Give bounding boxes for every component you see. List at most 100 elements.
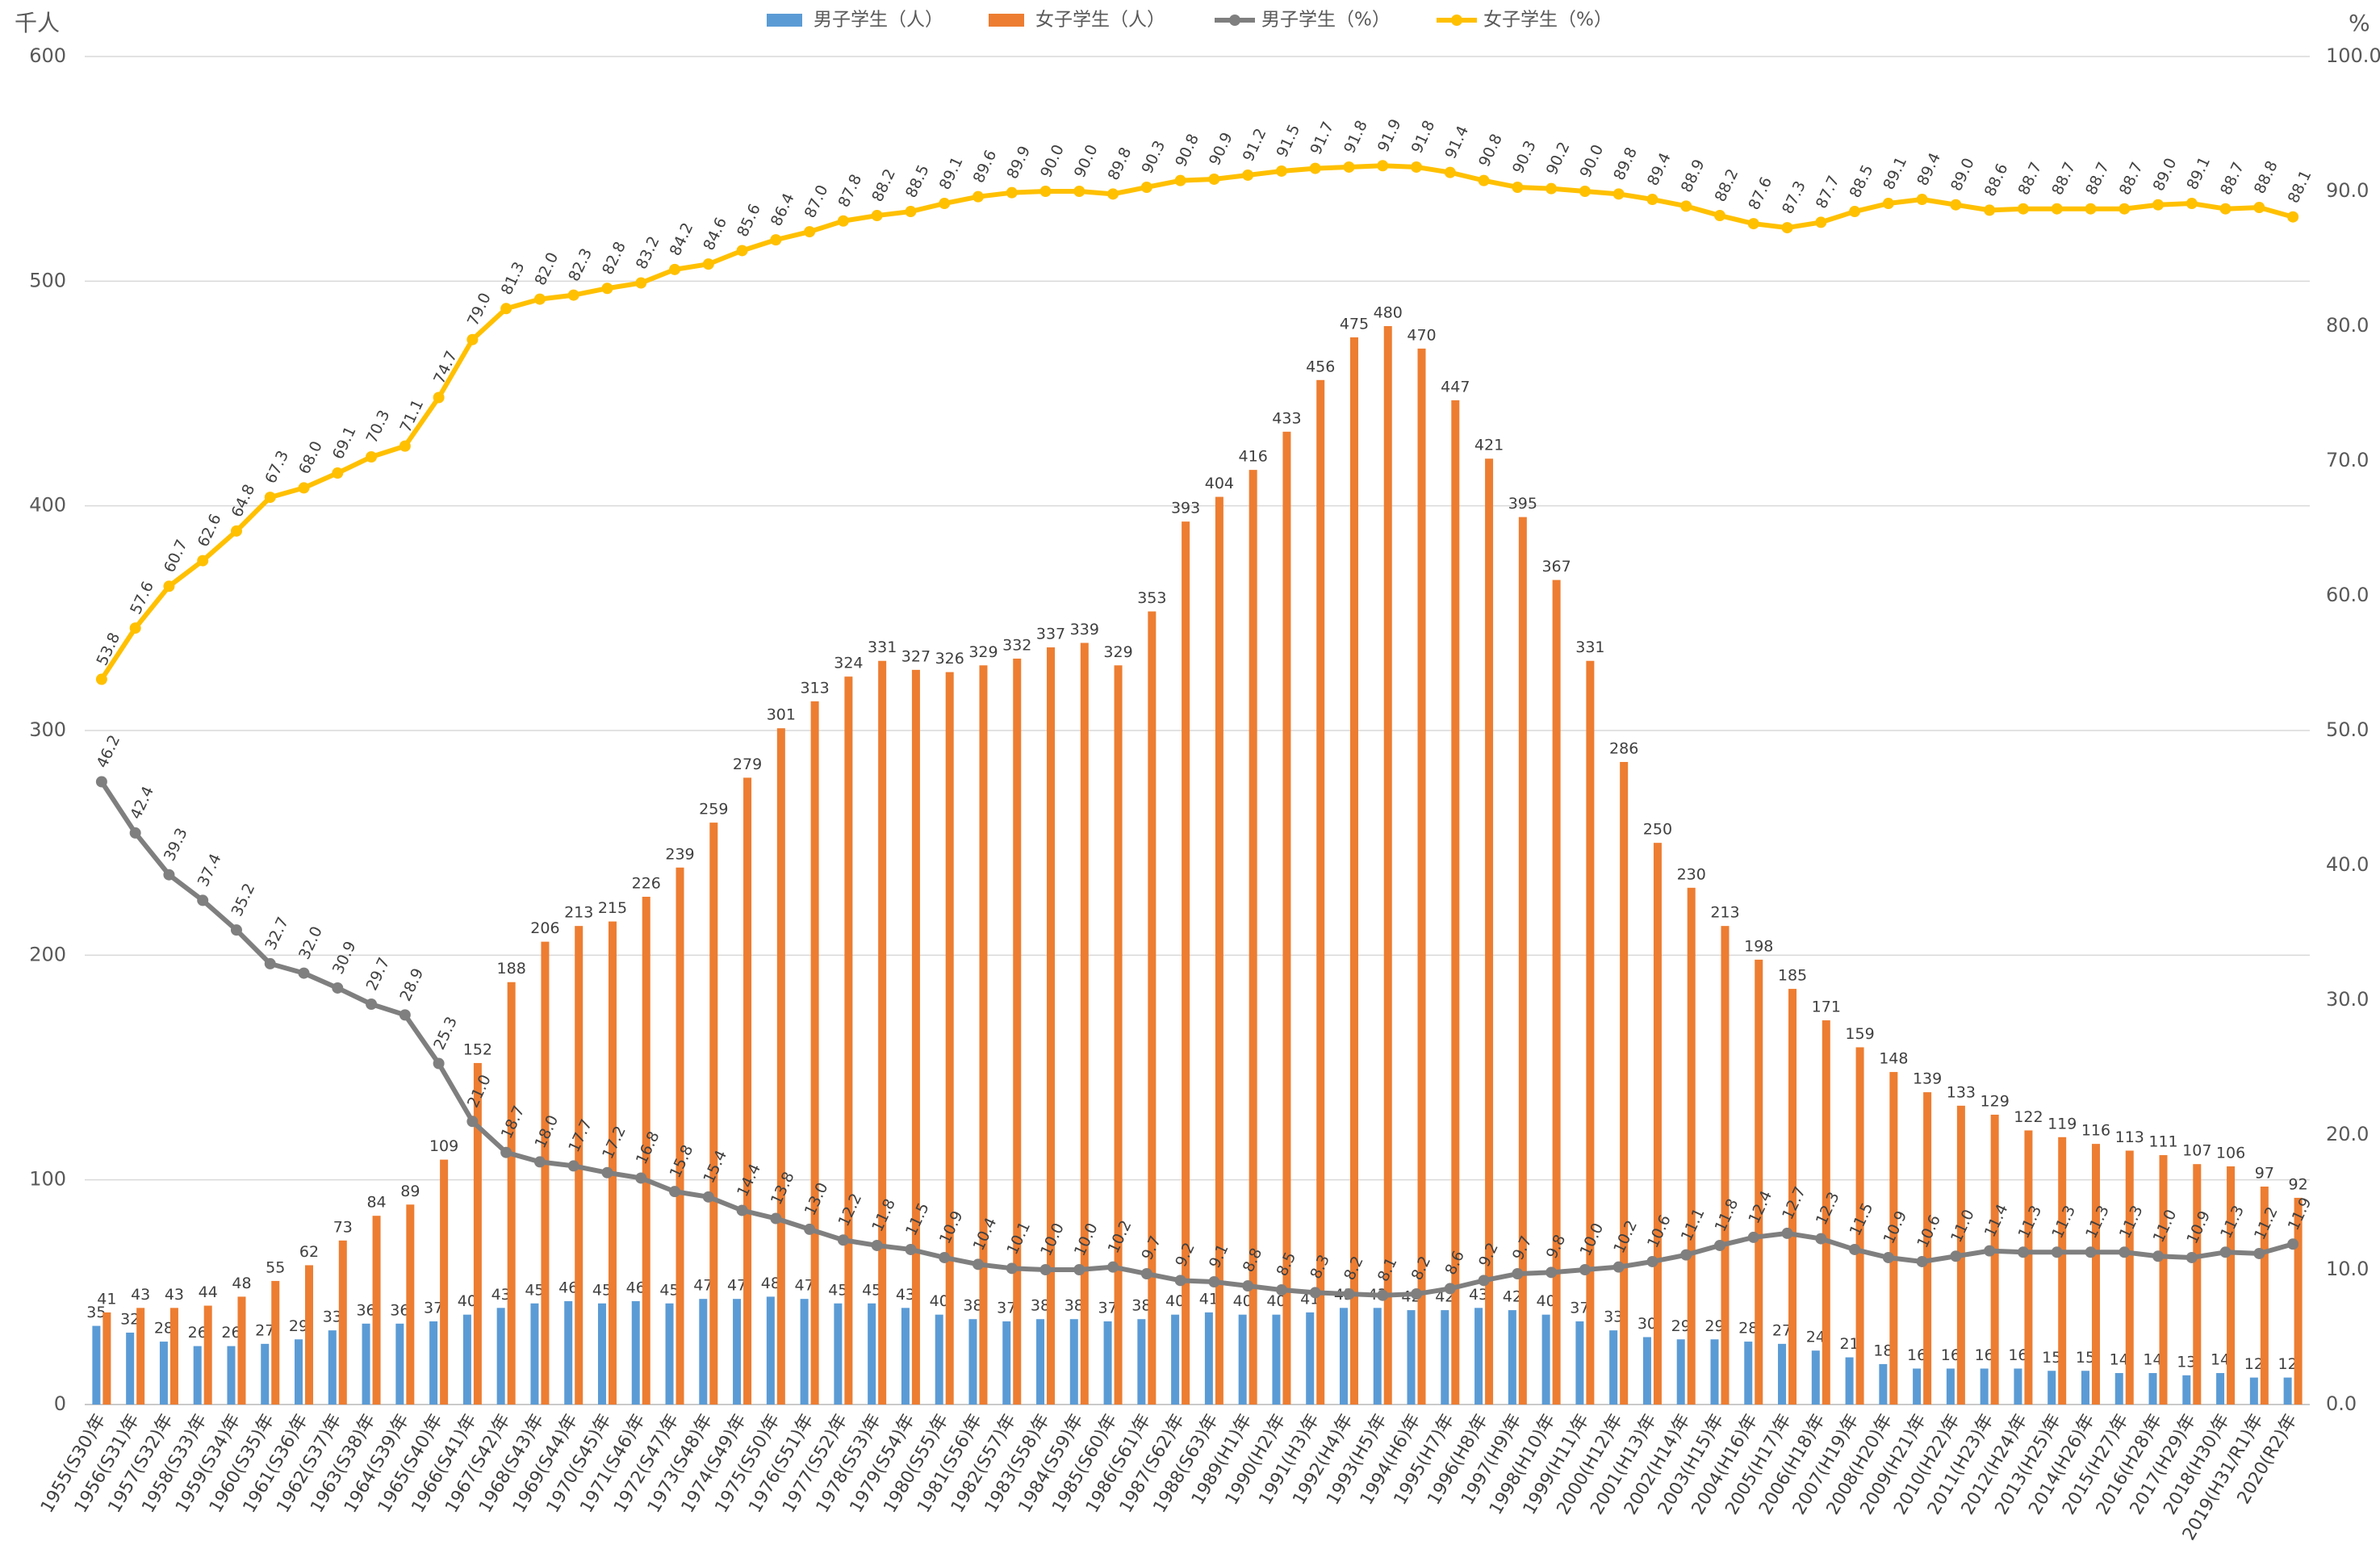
line-marker: [736, 1204, 748, 1216]
bar-value-label: 38: [1065, 1297, 1084, 1315]
bar: [1204, 1312, 1213, 1405]
line-marker: [1646, 194, 1658, 206]
bar-value-label: 109: [429, 1137, 458, 1155]
bar-value-label: 215: [598, 899, 627, 917]
bar-value-label: 331: [1575, 638, 1604, 656]
line-marker: [1208, 1276, 1220, 1288]
bar-value-label: 43: [896, 1286, 915, 1304]
bar-value-label: 45: [592, 1281, 612, 1299]
bar: [1013, 658, 1022, 1405]
bar-value-label: 29: [1704, 1317, 1724, 1335]
bar: [1822, 1020, 1830, 1405]
line-marker: [1140, 1268, 1152, 1280]
y2-tick-label: 0.0: [2326, 1392, 2357, 1415]
bar: [1609, 1330, 1618, 1405]
bar-value-label: 37: [1098, 1300, 1117, 1317]
bar-value-label: 15: [2042, 1349, 2061, 1367]
line-marker: [702, 1191, 714, 1203]
line-marker: [1006, 186, 1018, 199]
bar-value-label: 395: [1508, 495, 1537, 513]
bar: [462, 1314, 471, 1405]
bar: [2283, 1377, 2292, 1405]
bar-value-label: 37: [424, 1300, 443, 1317]
bar: [395, 1323, 404, 1405]
line-marker: [635, 1172, 647, 1184]
y2-tick-label: 30.0: [2326, 988, 2369, 1011]
bar-value-label: 41: [97, 1290, 116, 1308]
bar: [328, 1330, 337, 1405]
bar-value-label: 27: [1772, 1321, 1792, 1339]
bar-value-label: 107: [2182, 1142, 2211, 1160]
bar-value-label: 40: [1233, 1292, 1253, 1310]
line-marker: [163, 869, 175, 881]
bar: [1238, 1314, 1247, 1405]
bar-value-label: 47: [693, 1277, 713, 1295]
bar: [1990, 1114, 1999, 1405]
y-axis-label: 千人: [15, 10, 60, 36]
bar: [844, 676, 853, 1405]
bar: [597, 1303, 606, 1405]
bar: [1586, 660, 1595, 1405]
line-marker: [433, 391, 445, 404]
bar-value-label: 28: [154, 1320, 174, 1338]
bar: [2159, 1155, 2168, 1405]
line-marker: [1343, 161, 1355, 173]
bar: [1383, 326, 1392, 1405]
bar-value-label: 84: [366, 1194, 386, 1212]
bar: [237, 1296, 246, 1405]
line-marker: [1309, 162, 1321, 174]
bar-value-label: 35: [86, 1304, 106, 1321]
bar-value-label: 42: [1503, 1288, 1522, 1306]
bar-value-label: 43: [165, 1286, 184, 1304]
bar: [1339, 1308, 1348, 1405]
line-marker: [905, 206, 917, 218]
bar: [642, 896, 650, 1405]
line-marker: [1377, 1289, 1389, 1301]
legend-marker: [1229, 15, 1240, 26]
line-marker: [2085, 1246, 2097, 1258]
bar: [473, 1062, 482, 1405]
line-marker: [1478, 174, 1490, 186]
line-marker: [939, 1251, 951, 1263]
bar: [507, 982, 516, 1405]
bar-value-label: 46: [558, 1279, 578, 1296]
bar: [2294, 1197, 2303, 1405]
legend-label: 男子学生（%）: [1261, 10, 1391, 31]
bar-value-label: 327: [901, 647, 931, 665]
bar: [496, 1308, 505, 1405]
bar-value-label: 475: [1340, 315, 1369, 333]
line-marker: [197, 894, 209, 906]
line-marker: [1208, 173, 1220, 185]
legend-label: 男子学生（人）: [814, 10, 943, 31]
line-marker: [770, 1212, 782, 1225]
bar-value-label: 36: [390, 1301, 409, 1319]
line-marker: [1174, 1275, 1186, 1287]
line-marker: [1174, 174, 1186, 186]
bar-value-label: 40: [1165, 1292, 1185, 1310]
bar: [1114, 665, 1123, 1405]
line-marker: [1984, 1245, 1996, 1257]
bar: [530, 1303, 539, 1405]
line-marker: [466, 333, 479, 345]
line-marker: [129, 827, 141, 839]
bar-value-label: 313: [800, 679, 829, 697]
bar-value-label: 111: [2148, 1133, 2177, 1151]
y-tick-label: 400: [29, 494, 66, 517]
bar: [1879, 1363, 1888, 1405]
bar-value-label: 250: [1643, 821, 1672, 839]
y2-tick-label: 10.0: [2326, 1258, 2369, 1280]
bar: [979, 665, 988, 1405]
bar: [2125, 1150, 2134, 1405]
bar-value-label: 404: [1205, 475, 1234, 492]
line-marker: [332, 467, 344, 479]
bar: [1788, 989, 1797, 1405]
bar: [1687, 887, 1696, 1405]
bar: [709, 823, 718, 1405]
bar: [733, 1299, 742, 1405]
bar-value-label: 15: [2076, 1349, 2095, 1367]
line-marker: [1242, 169, 1254, 181]
line-marker: [1512, 181, 1524, 193]
bar: [102, 1312, 111, 1405]
bar: [766, 1296, 775, 1405]
bar: [631, 1300, 640, 1405]
